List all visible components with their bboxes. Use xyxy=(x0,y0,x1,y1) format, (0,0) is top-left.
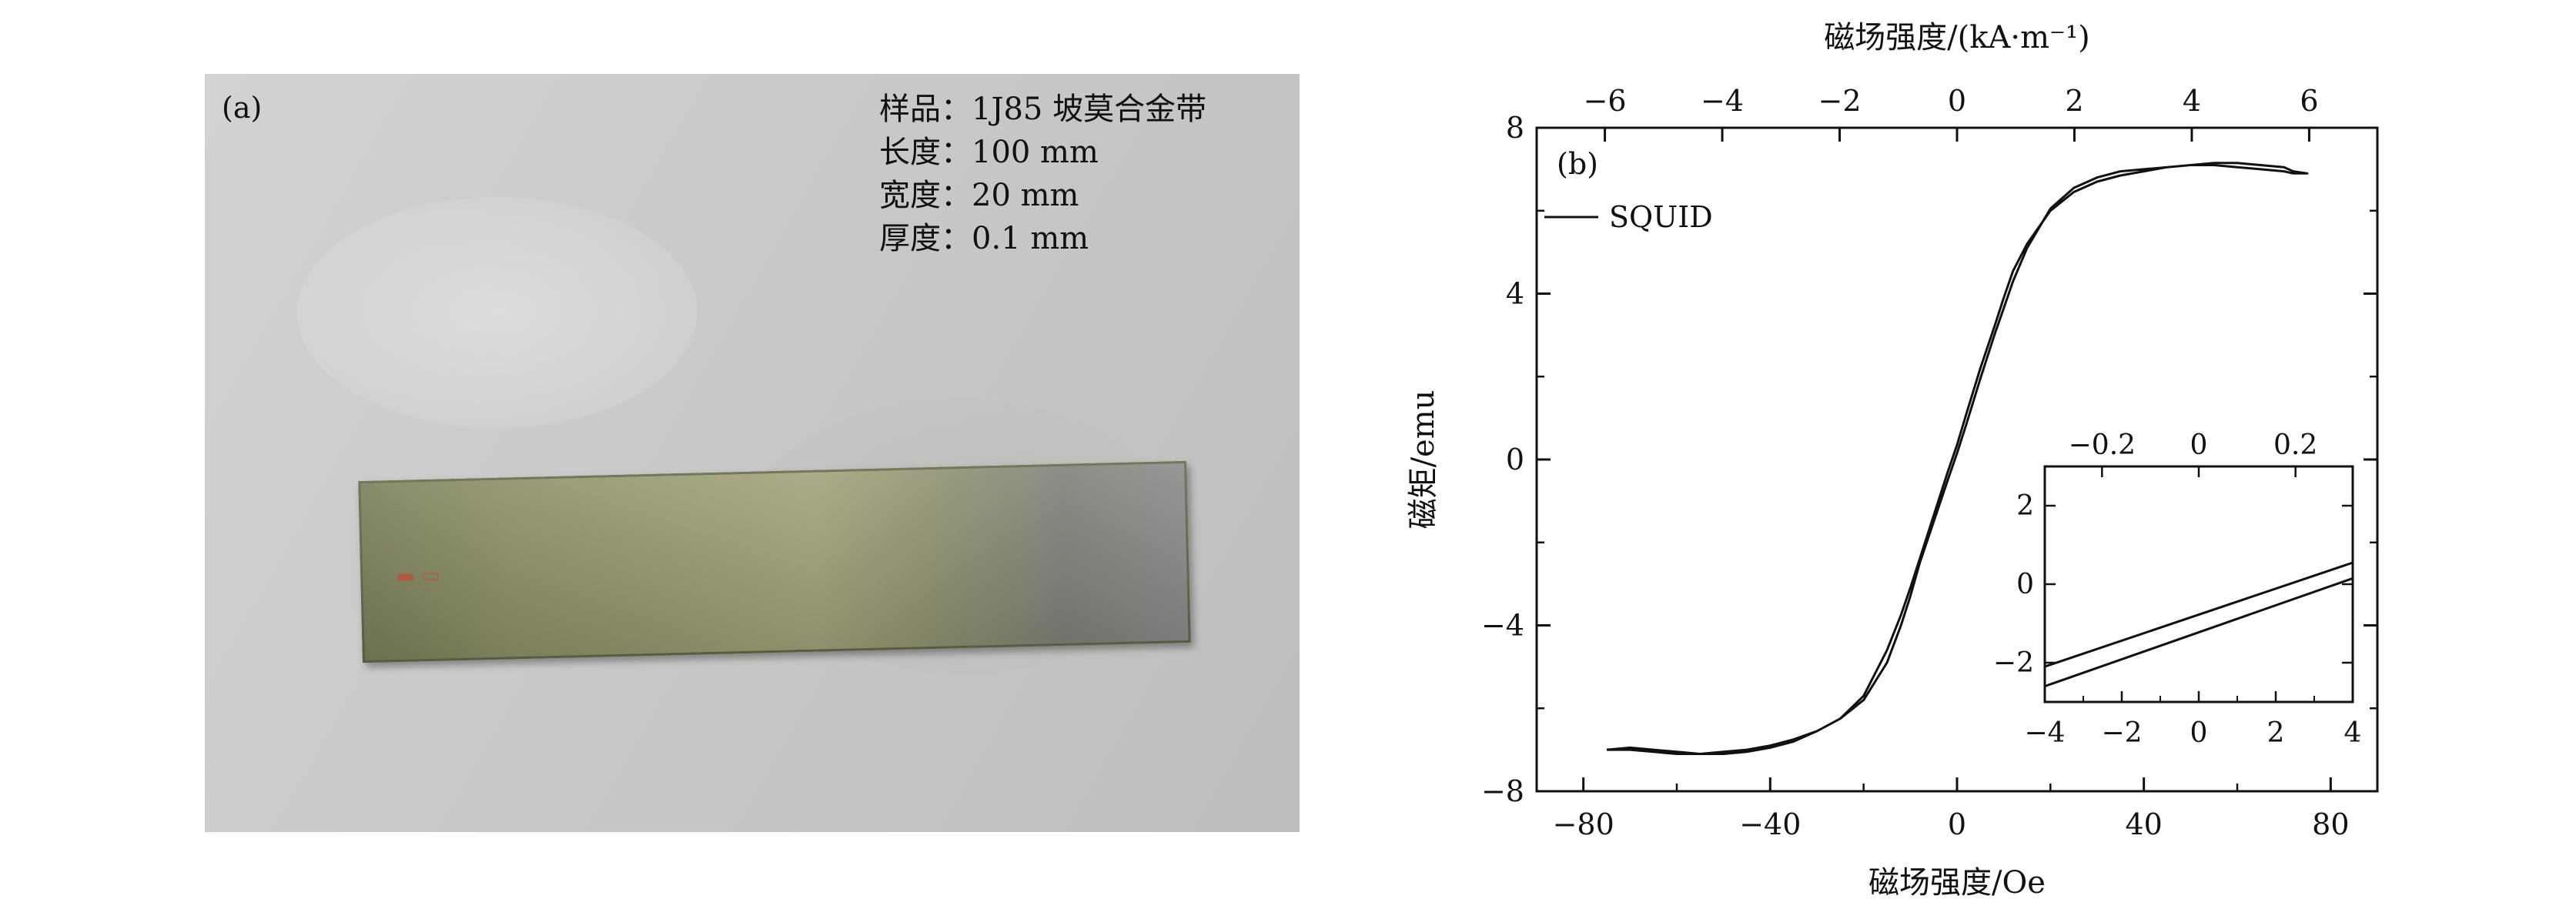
sample-photo: ▬ ▭ (a) 样品：1J85 坡莫合金带 长度：100 mm 宽度：20 mm… xyxy=(205,74,1300,832)
info-length: 长度：100 mm xyxy=(879,135,1099,170)
y-tick-label: −8 xyxy=(1481,774,1524,808)
inset-x-tick-label: 0 xyxy=(2190,717,2208,749)
strip-red-mark: ▬ ▭ xyxy=(395,563,441,589)
panel-label-b: (b) xyxy=(1557,147,1598,181)
top-x-tick-label: 2 xyxy=(2065,84,2083,118)
inset-frame xyxy=(2043,465,2354,703)
info-sample: 样品：1J85 坡莫合金带 xyxy=(879,92,1207,127)
inset-plot-border xyxy=(2043,465,2354,703)
top-axis-title: 磁场强度/(kA·m⁻¹) xyxy=(1824,20,2090,55)
top-x-tick-label: −2 xyxy=(1818,84,1862,118)
y-tick-label: 4 xyxy=(1506,277,1524,311)
top-x-tick-label: 6 xyxy=(2300,84,2318,118)
x-tick-label: 0 xyxy=(1948,807,1966,841)
top-x-tick-label: −6 xyxy=(1584,84,1627,118)
inset-series xyxy=(2044,561,2354,688)
x-tick-label: −40 xyxy=(1739,807,1801,841)
inset-top-x-tick-label: 0.2 xyxy=(2273,429,2317,461)
inset-series-line xyxy=(2044,561,2354,668)
x-axis-title: 磁场强度/Oe xyxy=(1868,865,2046,901)
top-x-tick-label: 4 xyxy=(2183,84,2201,118)
inset-top-x-tick-label: −0.2 xyxy=(2069,429,2136,461)
top-x-tick-label: −4 xyxy=(1701,84,1744,118)
inset-x-tick-label: 4 xyxy=(2344,717,2362,749)
inset-x-tick-label: −4 xyxy=(2024,717,2065,749)
inset-ticks: −4 −2 0 2 4 −2 0 2 −0.2 0 0.2 xyxy=(1993,429,2362,749)
y-axis-title: 磁矩/emu xyxy=(1406,390,1441,530)
sample-info: 样品：1J85 坡莫合金带 长度：100 mm 宽度：20 mm 厚度：0.1 … xyxy=(879,88,1206,260)
panel-label-a: (a) xyxy=(222,91,263,125)
info-thickness: 厚度：0.1 mm xyxy=(879,221,1089,256)
series-line-squid xyxy=(1606,162,2309,755)
info-width: 宽度：20 mm xyxy=(879,178,1079,213)
inset-x-tick-label: −2 xyxy=(2101,717,2142,749)
photo-highlight xyxy=(297,197,698,428)
top-x-tick-label: 0 xyxy=(1948,84,1966,118)
x-tick-label: −80 xyxy=(1553,807,1614,841)
permalloy-strip: ▬ ▭ xyxy=(358,460,1191,663)
inset-y-tick-label: 2 xyxy=(2016,490,2034,522)
y-tick-label: −4 xyxy=(1481,609,1524,643)
y-tick-label: 0 xyxy=(1506,443,1524,476)
inset-top-x-tick-label: 0 xyxy=(2190,429,2208,461)
inset-y-tick-label: 0 xyxy=(2016,569,2034,600)
y-tick-label: 8 xyxy=(1506,111,1524,145)
inset-x-tick-label: 2 xyxy=(2267,717,2285,749)
legend-label: SQUID xyxy=(1609,200,1713,234)
inset-series-line xyxy=(2044,576,2354,688)
x-tick-label: 80 xyxy=(2312,807,2349,841)
inset-y-tick-label: −2 xyxy=(1993,647,2034,679)
strip-sheen xyxy=(358,460,1191,663)
x-tick-label: 40 xyxy=(2125,807,2162,841)
main-series xyxy=(1606,162,2309,755)
